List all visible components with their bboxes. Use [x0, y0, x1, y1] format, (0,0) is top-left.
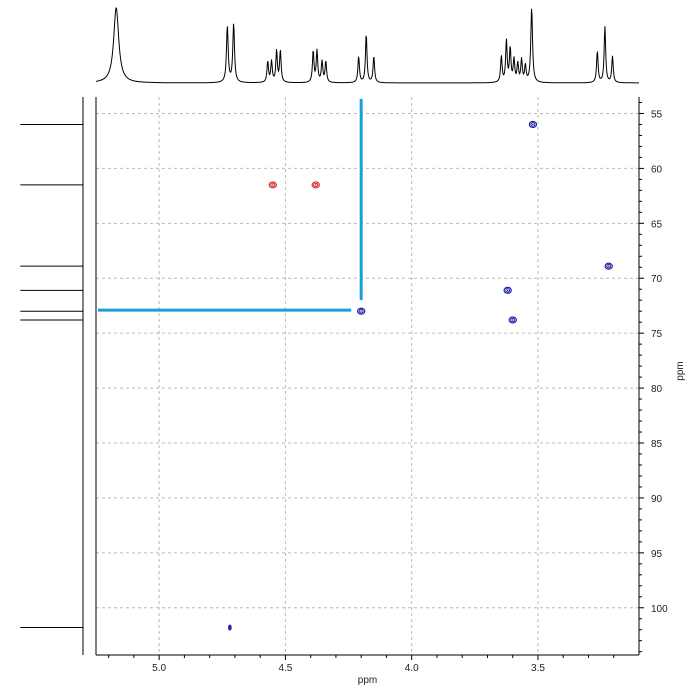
cross-peak[interactable] [228, 624, 232, 631]
contour-inner [313, 182, 319, 188]
y-tick-label: 90 [651, 494, 663, 505]
y-tick-label: 55 [651, 109, 663, 120]
contour-inner [530, 122, 536, 127]
y-tick-label: 80 [651, 384, 663, 395]
contour-outer [528, 120, 538, 129]
contour-core [607, 265, 610, 267]
cross-peak[interactable] [311, 181, 320, 189]
cross-peak[interactable] [508, 316, 517, 324]
cursor-lines[interactable] [98, 99, 363, 312]
y-tick-label: 75 [651, 329, 663, 340]
cross-peak[interactable] [528, 120, 538, 129]
contour-inner [606, 264, 612, 269]
x-axis-title: ppm [358, 675, 377, 686]
axes: 5.0 4.5 4.0 3.5 55 60 65 70 75 80 85 90 95 100 [95, 97, 668, 674]
contour-outer [228, 624, 232, 631]
y-tick-label: 60 [651, 164, 663, 175]
cross-peak[interactable] [503, 286, 512, 294]
carbon-projection [20, 97, 84, 655]
contour-core [272, 184, 274, 186]
contour-inner [510, 317, 516, 323]
proton-projection-trace [95, 7, 639, 84]
y-tick-label: 100 [651, 604, 668, 615]
contour-outer [604, 262, 613, 270]
plot-area[interactable]: 5.0 4.5 4.0 3.5 55 60 65 70 75 80 85 90 95 100 [95, 97, 668, 674]
cross-peaks [228, 120, 613, 631]
contour-core [315, 184, 317, 186]
contour-outer [508, 316, 517, 324]
cross-peak[interactable] [357, 307, 366, 315]
y-tick-label: 70 [651, 274, 663, 285]
x-tick-label: 4.5 [278, 663, 292, 674]
contour-outer [357, 307, 366, 315]
cross-peak[interactable] [604, 262, 613, 270]
contour-outer [311, 181, 320, 189]
contour-core [532, 123, 534, 126]
cross-peak[interactable] [268, 181, 277, 189]
x-tick-label: 5.0 [152, 663, 166, 674]
grid [96, 97, 639, 655]
contour-outer [268, 181, 277, 189]
contour-inner [228, 625, 232, 630]
plot-frame [96, 97, 639, 655]
y-tick-label: 85 [651, 439, 663, 450]
contour-inner [505, 288, 511, 293]
contour-inner [270, 182, 276, 188]
x-tick-label: 4.0 [405, 663, 419, 674]
x-tick-label: 3.5 [531, 663, 545, 674]
contour-outer [503, 286, 512, 294]
contour-inner [358, 309, 364, 314]
y-tick-label: 65 [651, 219, 663, 230]
contour-core [360, 310, 362, 312]
y-axis-title: ppm [675, 361, 686, 380]
contour-core [506, 289, 509, 291]
contour-core [512, 319, 514, 321]
y-tick-label: 95 [651, 549, 663, 560]
proton-projection [95, 7, 639, 84]
